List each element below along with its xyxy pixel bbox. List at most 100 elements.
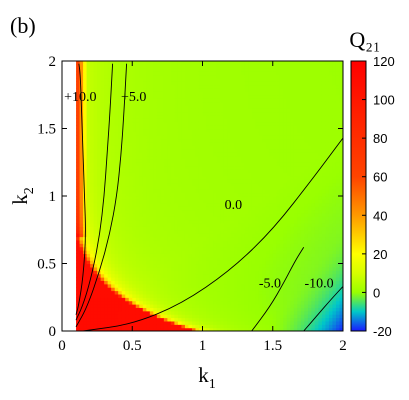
heat-cell <box>181 98 186 103</box>
heat-cell <box>100 290 105 295</box>
heat-cell <box>104 273 109 278</box>
heat-cell <box>76 229 81 234</box>
heat-cell <box>251 243 256 248</box>
heat-cell <box>234 169 239 173</box>
heat-cell <box>107 77 112 82</box>
heat-cell <box>234 196 239 200</box>
heat-cell <box>184 148 190 153</box>
heat-cell <box>241 111 246 116</box>
heat-cell <box>223 243 228 248</box>
heat-cell <box>149 162 154 167</box>
heat-cell <box>160 88 165 92</box>
heat-cell <box>128 118 133 123</box>
heat-cell <box>149 202 154 207</box>
heat-cell <box>93 212 98 217</box>
heat-cell <box>114 131 119 136</box>
heat-cell <box>76 118 81 123</box>
heat-cell <box>139 91 144 96</box>
heat-cell <box>114 142 119 146</box>
heat-cell <box>198 142 204 146</box>
heat-cell <box>167 145 172 150</box>
heat-cell <box>258 115 263 119</box>
heat-cell <box>195 253 200 258</box>
heat-cell <box>100 293 105 298</box>
heat-cell <box>83 182 88 187</box>
heat-cell <box>244 280 249 285</box>
heat-cell <box>139 131 144 136</box>
heat-cell <box>107 67 112 72</box>
heat-cell <box>293 253 298 258</box>
heat-cell <box>220 98 225 103</box>
heat-cell <box>220 250 225 254</box>
heat-cell <box>83 263 88 268</box>
heat-cell <box>188 219 193 224</box>
heat-cell <box>223 155 228 160</box>
heat-cell <box>121 219 126 224</box>
heat-cell <box>128 145 133 150</box>
heat-cell <box>163 138 168 143</box>
heat-cell <box>156 175 161 180</box>
heat-cell <box>223 273 228 278</box>
heat-cell <box>121 128 126 133</box>
heat-cell <box>209 250 214 254</box>
heat-cell <box>223 185 228 190</box>
heat-cell <box>107 293 112 298</box>
heat-cell <box>206 250 211 254</box>
heat-cell <box>283 229 288 234</box>
heat-cell <box>118 111 123 116</box>
heat-cell <box>184 219 190 224</box>
heat-cell <box>191 182 197 187</box>
heat-cell <box>286 185 291 190</box>
heat-cell <box>181 108 186 113</box>
heat-cell <box>146 182 151 187</box>
heat-cell <box>198 67 204 72</box>
heat-cell <box>184 287 190 292</box>
heat-cell <box>258 239 263 244</box>
heat-cell <box>128 64 133 69</box>
heat-cell <box>174 233 179 238</box>
heat-cell <box>146 290 151 295</box>
heat-cell <box>258 74 263 79</box>
heat-cell <box>223 162 228 167</box>
heat-cell <box>209 290 214 295</box>
heat-cell <box>223 61 228 65</box>
heat-cell <box>132 293 137 298</box>
heat-cell <box>160 179 165 184</box>
heat-cell <box>290 256 295 261</box>
heat-cell <box>121 206 126 211</box>
heat-cell <box>114 263 119 268</box>
heat-cell <box>181 111 186 116</box>
heat-cell <box>86 98 91 103</box>
heat-cell <box>118 61 123 65</box>
heat-cell <box>76 209 81 214</box>
heat-cell <box>188 169 193 173</box>
heat-cell <box>276 229 281 234</box>
heat-cell <box>272 138 277 143</box>
heat-cell <box>195 206 200 211</box>
heat-cell <box>167 236 172 241</box>
heat-cell <box>198 219 204 224</box>
heat-cell <box>135 320 140 325</box>
heat-cell <box>79 223 84 227</box>
heat-cell <box>244 148 249 153</box>
heat-cell <box>132 314 137 319</box>
heat-cell <box>241 266 246 271</box>
heat-cell <box>177 263 183 268</box>
heat-cell <box>258 111 263 116</box>
heat-cell <box>262 84 267 89</box>
heat-cell <box>269 202 274 207</box>
heat-cell <box>206 273 211 278</box>
heat-cell <box>262 314 267 319</box>
heat-cell <box>167 202 172 207</box>
heat-cell <box>290 209 295 214</box>
heat-cell <box>227 192 232 197</box>
heat-cell <box>290 77 295 82</box>
heat-cell <box>181 71 186 76</box>
heat-cell <box>276 260 281 265</box>
heat-cell <box>290 273 295 278</box>
heat-cell <box>177 206 183 211</box>
heat-cell <box>213 314 218 319</box>
heat-cell <box>160 236 165 241</box>
heat-cell <box>286 226 291 231</box>
heat-cell <box>86 81 91 86</box>
